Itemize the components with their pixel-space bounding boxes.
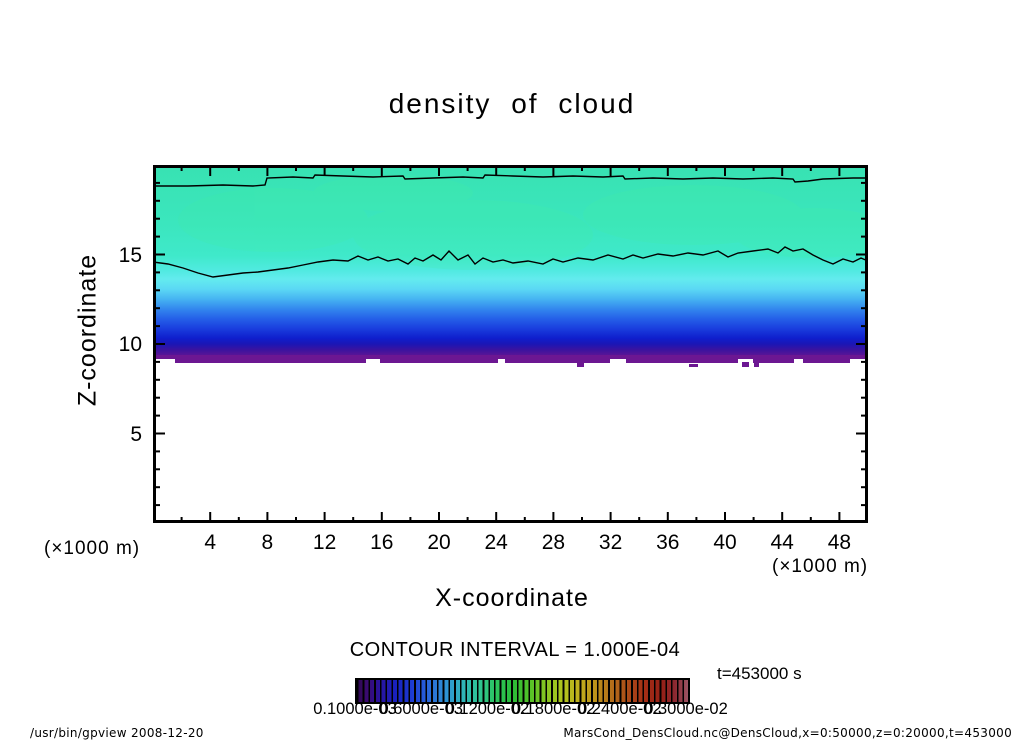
- y-tick-label: 5: [130, 422, 142, 446]
- contour-line-upper: [153, 174, 868, 187]
- x-tick-label: 40: [713, 531, 737, 554]
- chart-title: density of cloud: [388, 88, 636, 119]
- x-axis-units: (×1000 m): [772, 556, 869, 577]
- x-tick-labels: 4 8 12 16 20 24 28 32 36 40 44 48: [153, 531, 868, 555]
- contour-line-lower: [152, 246, 869, 278]
- colorbar-tick-label: 0.6000e-03: [379, 700, 463, 718]
- colorbar-labels: 0.1000e-03 0.6000e-03 0.1200e-02 0.1800e-02…: [313, 700, 728, 720]
- time-annotation: t=453000 s: [717, 664, 802, 683]
- x-tick-label: 4: [204, 531, 217, 554]
- x-tick-label: 44: [770, 531, 794, 554]
- y-tick-label: 15: [118, 243, 142, 267]
- green-tint-patches: [178, 175, 893, 270]
- x-tick-label: 8: [261, 531, 274, 554]
- y-tick-label: 10: [118, 333, 142, 356]
- colorbar: [355, 678, 690, 704]
- x-axis-label: X-coordinate: [435, 584, 589, 612]
- x-tick-label: 24: [484, 531, 508, 554]
- cloud-density-field: [153, 165, 868, 362]
- purple-specks: [577, 362, 759, 367]
- colorbar-tick-label: 0.1800e-02: [511, 700, 596, 718]
- x-tick-label: 36: [656, 531, 680, 554]
- x-tick-label: 32: [598, 531, 623, 554]
- x-tick-label: 12: [312, 531, 337, 554]
- x-tick-label: 48: [827, 531, 852, 554]
- colorbar-tick-label: 0.3000e-02: [644, 700, 728, 718]
- y-axis-units: (×1000 m): [44, 538, 141, 559]
- colorbar-segment-lines: [357, 680, 688, 702]
- plot-area: [152, 165, 893, 523]
- y-tick-labels: 5 10 15: [92, 165, 142, 523]
- x-tick-label: 16: [370, 531, 394, 554]
- command-footer: /usr/bin/gpview 2008-12-20: [30, 726, 204, 740]
- colorbar-tick-label: 0.2400e-02: [578, 700, 662, 718]
- colorbar-tick-label: 0.1200e-02: [445, 700, 530, 718]
- datasource-footer: MarsCond_DensCloud.nc@DensCloud,x=0:5000…: [563, 726, 1012, 740]
- x-tick-label: 28: [541, 531, 566, 554]
- contour-interval-text: CONTOUR INTERVAL = 1.000E-04: [349, 639, 681, 661]
- cloud-base-purple-strip: [153, 355, 868, 367]
- plot-frame: [153, 165, 868, 523]
- density-field-plot: [152, 165, 893, 523]
- colorbar-tick-label: 0.1000e-03: [313, 700, 397, 718]
- x-tick-label: 20: [427, 531, 451, 554]
